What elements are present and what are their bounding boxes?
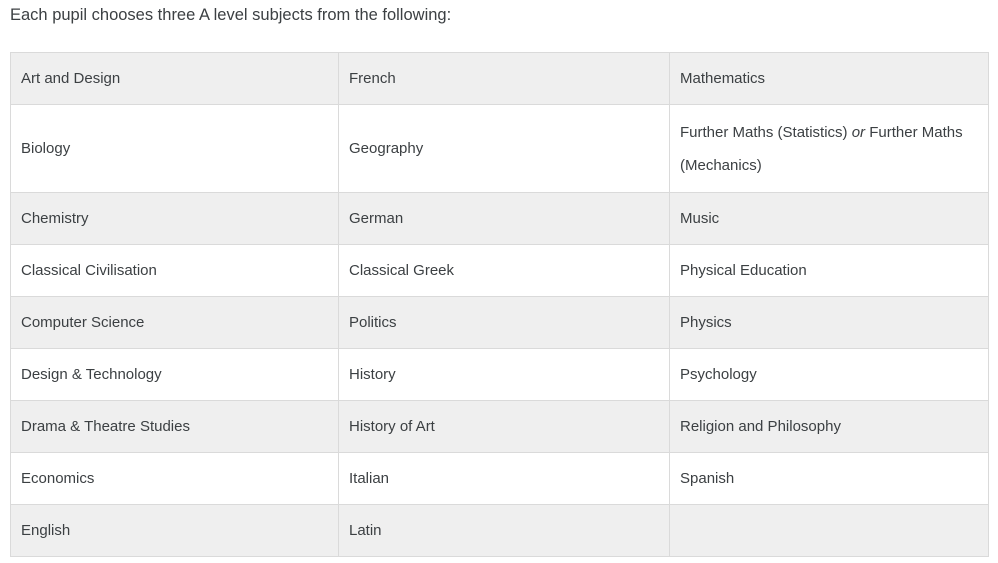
subject-label: Art and Design [21,70,121,87]
table-cell-subject: Spanish [669,452,989,505]
subject-label: Physical Education [680,262,807,279]
table-cell-subject: Latin [338,504,670,557]
table-cell-subject: Italian [338,452,670,505]
subject-label: Italian [349,470,390,487]
table-cell-subject: Design & Technology [10,348,339,401]
table-cell-subject: Biology [10,104,339,193]
subject-label: Design & Technology [21,366,162,383]
table-cell-subject: Physical Education [669,244,989,297]
table-row: Classical Civilisation Classical Greek Phy… [10,244,989,297]
table-row: Biology Geography Further Maths (Statistic… [10,104,989,193]
table-cell-subject [669,504,989,557]
subject-label: History of Art [349,418,435,435]
subject-label: Chemistry [21,210,89,227]
page-intro-text: Each pupil chooses three A level subject… [10,6,452,24]
subject-label: Economics [21,470,95,487]
table-cell-subject: Physics [669,296,989,349]
subject-label: Latin [349,522,382,539]
table-cell-subject: Economics [10,452,339,505]
subject-label: History [349,366,396,383]
table-cell-subject: Geography [338,104,670,193]
subject-label: Religion and Philosophy [680,418,841,435]
subject-table-body: Art and Design French Mathematics Biology Ge… [10,52,989,557]
subject-label: Physics [680,314,732,331]
table-row: Design & Technology History Psychology [10,348,989,401]
subject-label: Psychology [680,366,757,383]
table-row: Chemistry German Music [10,192,989,245]
table-row: English Latin [10,504,989,557]
subject-label: Drama & Theatre Studies [21,418,190,435]
table-cell-subject: Religion and Philosophy [669,400,989,453]
table-cell-subject: Classical Greek [338,244,670,297]
table-cell-subject: Art and Design [10,52,339,105]
subject-label: Classical Greek [349,262,455,279]
table-cell-subject: Psychology [669,348,989,401]
subject-label: Biology [21,140,71,157]
table-cell-subject: Further Maths (Statistics) or Further Ma… [669,104,989,193]
table-cell-subject: Chemistry [10,192,339,245]
subject-label: Further Maths (Statistics) or Further Ma… [680,123,963,174]
table-cell-subject: Drama & Theatre Studies [10,400,339,453]
subject-label: Music [680,210,720,227]
subject-label: English [21,522,71,539]
table-cell-subject: History [338,348,670,401]
table-cell-subject: Politics [338,296,670,349]
a-level-subject-table: Art and Design French Mathematics Biology Ge… [10,52,989,557]
table-cell-subject: French [338,52,670,105]
table-cell-subject: Classical Civilisation [10,244,339,297]
table-cell-subject: Computer Science [10,296,339,349]
subject-label: Mathematics [680,70,766,87]
table-row: Drama & Theatre Studies History of Art Rel… [10,400,989,453]
table-cell-subject: Music [669,192,989,245]
subject-label: Politics [349,314,397,331]
subject-label: Classical Civilisation [21,262,157,279]
table-cell-subject: Mathematics [669,52,989,105]
table-row: Economics Italian Spanish [10,452,989,505]
subject-label: French [349,70,396,87]
subject-label: Geography [349,140,424,157]
subject-label: German [349,210,404,227]
subject-label: Spanish [680,470,735,487]
table-row: Art and Design French Mathematics [10,52,989,105]
subject-table-container: Art and Design French Mathematics Biology Ge… [10,52,989,557]
subject-label: Computer Science [21,314,145,331]
table-cell-subject: German [338,192,670,245]
table-cell-subject: English [10,504,339,557]
table-cell-subject: History of Art [338,400,670,453]
table-row: Computer Science Politics Physics [10,296,989,349]
